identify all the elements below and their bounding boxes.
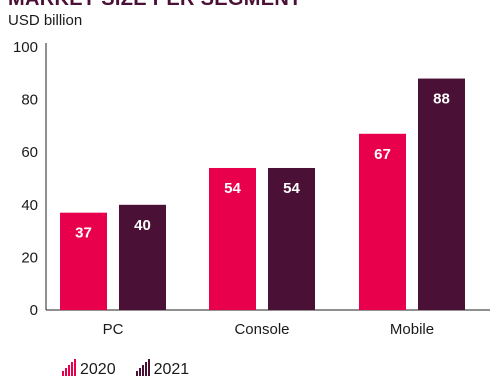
y-tick-label: 60 xyxy=(21,144,38,161)
bar-console-2021 xyxy=(268,167,315,310)
bar-chart-icon xyxy=(135,358,150,376)
x-tick-label: Mobile xyxy=(390,321,434,338)
x-tick-label: Console xyxy=(234,321,289,338)
bar-pc-2020 xyxy=(60,212,107,310)
y-tick-label: 100 xyxy=(13,39,38,56)
y-tick-label: 80 xyxy=(21,92,38,109)
y-tick-label: 20 xyxy=(21,249,38,266)
bar-pc-2021 xyxy=(119,204,166,310)
legend-label-2020: 2020 xyxy=(80,361,116,378)
legend-label-2021: 2021 xyxy=(153,361,190,378)
data-label: 40 xyxy=(134,217,151,234)
legend: 2020 2021 xyxy=(62,358,189,379)
bar-mobile-2020 xyxy=(359,133,406,310)
bar-console-2020 xyxy=(209,167,256,310)
y-axis-unit-label: USD billion xyxy=(8,12,83,29)
data-label: 54 xyxy=(224,180,241,197)
y-tick-label: 0 xyxy=(30,302,38,319)
bar-mobile-2021 xyxy=(418,78,465,310)
data-label: 67 xyxy=(374,146,391,163)
data-label: 37 xyxy=(75,225,92,242)
data-label: 54 xyxy=(283,180,300,197)
legend-item-2021: 2021 xyxy=(135,358,190,379)
y-tick-label: 40 xyxy=(21,197,38,214)
legend-item-2020: 2020 xyxy=(62,358,116,379)
chart-title: MARKET SIZE PER SEGMENT xyxy=(8,0,302,11)
data-label: 88 xyxy=(433,91,450,108)
x-tick-label: PC xyxy=(103,321,124,338)
bar-chart-icon xyxy=(62,358,76,376)
